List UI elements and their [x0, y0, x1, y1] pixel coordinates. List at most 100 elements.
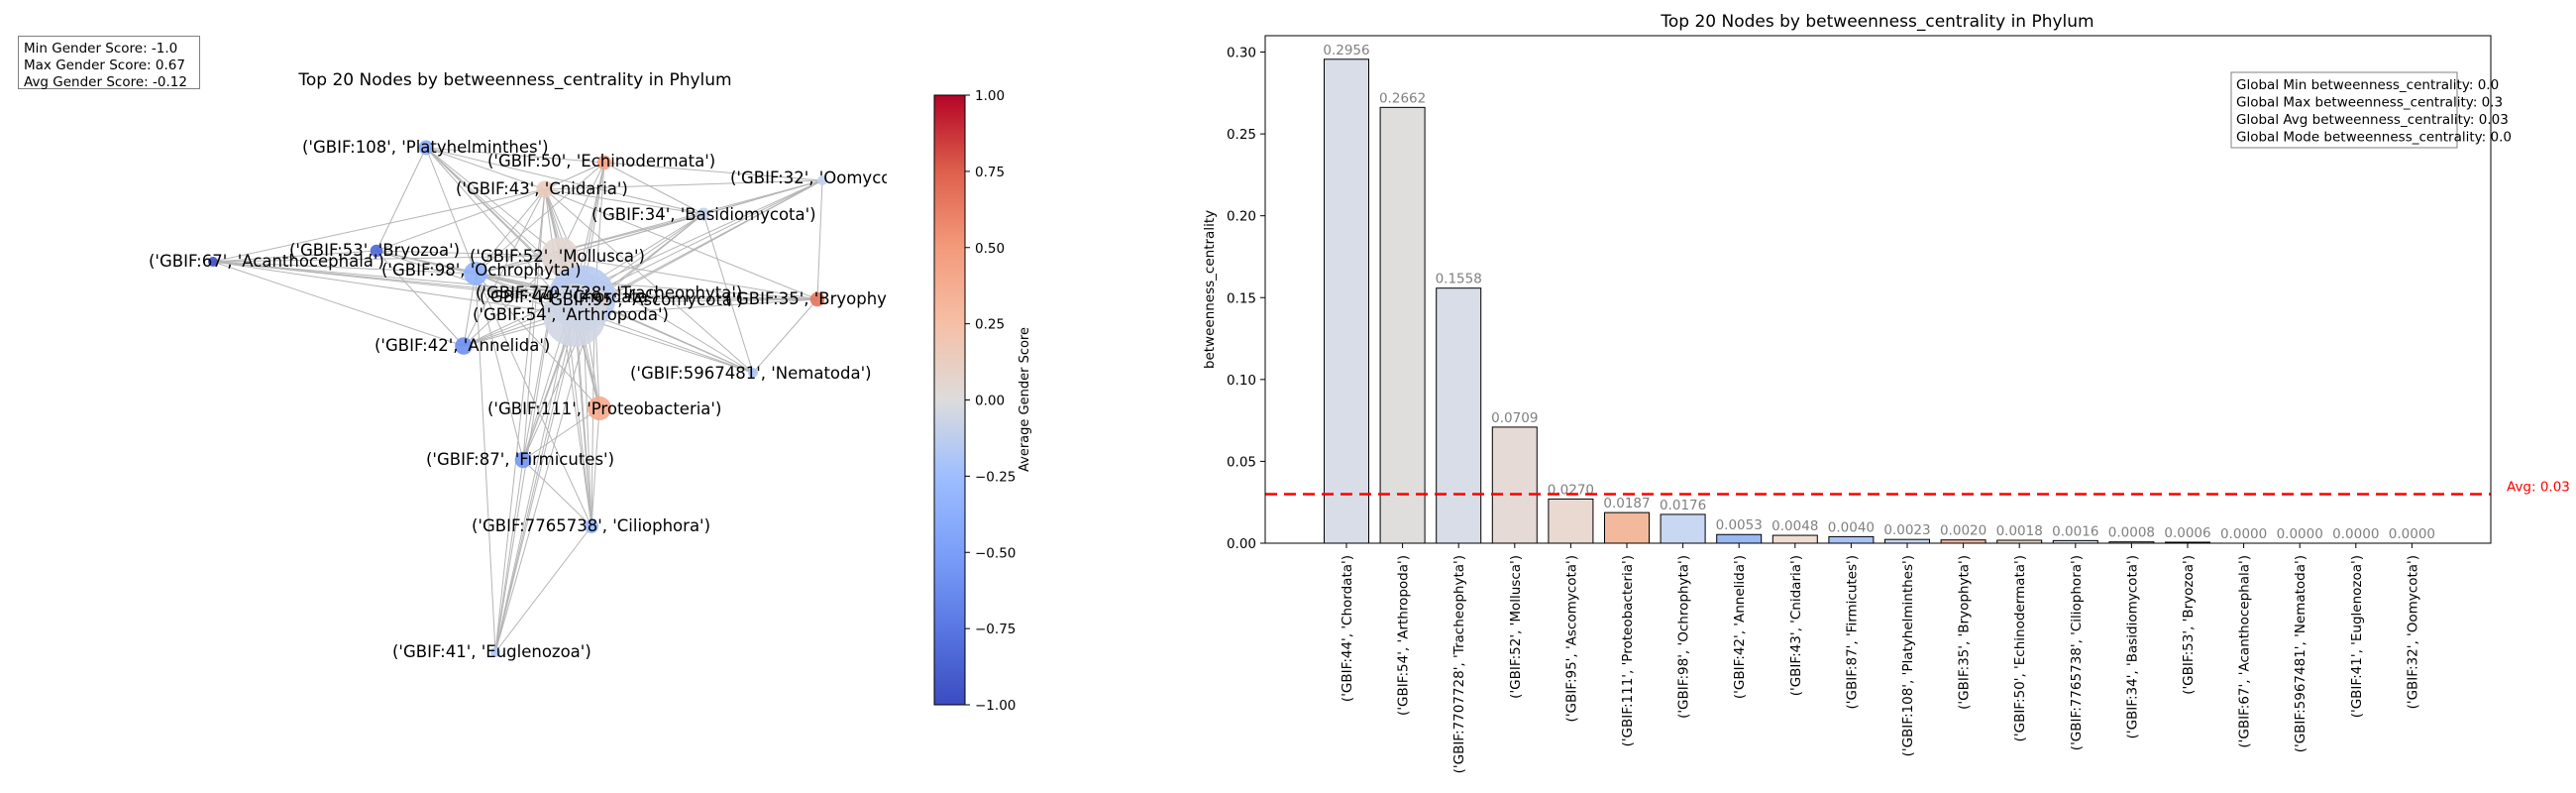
x-tick-label: ('GBIF:32', 'Oomycota'): [2405, 555, 2420, 709]
graph-node-label: ('GBIF:35', 'Bryophyta'): [725, 289, 913, 308]
avg-gender-score: Avg Gender Score: -0.12: [24, 74, 187, 90]
graph-edge: [463, 273, 477, 347]
x-tick-label: ('GBIF:53', 'Bryozoa'): [2181, 555, 2197, 695]
bar: [1828, 535, 1875, 544]
gender-stats-box: Min Gender Score: -1.0 Max Gender Score:…: [18, 36, 200, 90]
graph-node-label: ('GBIF:111', 'Proteobacteria'): [487, 399, 721, 418]
graph-node-label: ('GBIF:95', 'Ascomycota'): [539, 290, 743, 309]
graph-edge: [212, 261, 576, 294]
graph-edge: [752, 298, 818, 374]
graph-edge: [376, 147, 427, 252]
x-tick-label: ('GBIF:43', 'Cnidaria'): [1788, 555, 1804, 696]
graph-edge: [522, 188, 546, 461]
graph-edge: [582, 297, 818, 300]
graph-edge: [425, 147, 477, 275]
bar-value-label: 0.2662: [1379, 90, 1426, 106]
graph-edge: [544, 188, 818, 300]
graph-edge: [702, 179, 823, 215]
graph-edge: [494, 525, 592, 653]
graph-edge: [425, 147, 546, 190]
y-axis: 0.00 0.05 0.10 0.15 0.20 0.25 0.30: [1227, 46, 1265, 552]
x-tick-label: ('GBIF:42', 'Annelida'): [1732, 555, 1748, 699]
graph-edge: [590, 407, 600, 527]
graph-edge: [212, 261, 576, 316]
graph-edge: [544, 179, 823, 190]
x-tick-label: ('GBIF:67', 'Acanthocephala'): [2237, 555, 2253, 748]
graph-edge: [574, 298, 818, 316]
graph-node: [370, 244, 383, 258]
colorbar-tick-label: 0.75: [975, 165, 1005, 180]
global-stats-box: Global Min betweenness_centrality: 0.0 Gl…: [2230, 71, 2512, 149]
graph-edge: [593, 301, 754, 374]
graph-node: [464, 262, 487, 285]
x-tick-label: ('GBIF:34', 'Basidiomycota'): [2124, 555, 2140, 738]
graph-edge: [475, 273, 754, 374]
graph-node-label: ('GBIF:42', 'Annelida'): [375, 336, 550, 355]
graph-edge: [475, 273, 818, 300]
graph-node-label: ('GBIF:98', 'Ochrophyta'): [381, 261, 582, 280]
x-tick-label: ('GBIF:111', 'Proteobacteria'): [1620, 555, 1636, 746]
graph-node-label: ('GBIF:53', 'Bryozoa'): [289, 241, 460, 260]
graph-edge: [463, 255, 561, 347]
bar: [1771, 534, 1818, 544]
bar-chart-title: Top 20 Nodes by betweenness_centrality i…: [1660, 12, 2093, 32]
graph-node: [809, 291, 825, 307]
bar: [1324, 58, 1369, 544]
plot-frame: [1264, 35, 2492, 544]
graph-node-label: ('GBIF:54', 'Arthropoda'): [473, 305, 669, 324]
x-tick-label: ('GBIF:54', 'Arthropoda'): [1396, 555, 1412, 716]
graph-edge: [603, 162, 704, 215]
graph-node-label: ('GBIF:32', 'Oomycota'): [730, 169, 918, 187]
bar: [1379, 106, 1426, 544]
graph-node-label: ('GBIF:52', 'Mollusca'): [470, 247, 645, 266]
graph-node-label: ('GBIF:43', 'Cnidaria'): [456, 179, 628, 198]
graph-edge: [212, 261, 465, 347]
bar-value-label: 0.2956: [1323, 43, 1369, 58]
bar-value-label: 0.0000: [2277, 526, 2323, 542]
graph-node: [596, 155, 612, 170]
graph-node: [418, 140, 434, 156]
bar-value-label: 0.0176: [1660, 498, 1706, 513]
bar-value-label: 0.0053: [1716, 517, 1763, 533]
graph-edge: [425, 147, 704, 215]
y-tick-label: 0.10: [1227, 373, 1256, 389]
graph-node-label: ('GBIF:41', 'Euglenozoa'): [392, 642, 591, 661]
colorbar: 1.00 0.75 0.50 0.25 0.00 −0.25 −0.50 −0.75 −1.00…: [933, 88, 1032, 714]
min-gender-score: Min Gender Score: -1.0: [24, 41, 178, 57]
bar-value-label: 0.0187: [1603, 496, 1650, 511]
graph-node: [543, 283, 606, 347]
bar-value-label: 0.0048: [1771, 518, 1818, 534]
colorbar-gradient: [933, 94, 966, 706]
graph-edge: [475, 273, 600, 409]
graph-node: [817, 175, 827, 185]
colorbar-tick-label: −0.50: [975, 545, 1016, 561]
graph-edge: [376, 250, 561, 257]
bar-value-label: 0.0000: [2389, 526, 2435, 542]
bar: [1660, 513, 1706, 544]
bar-value-label: 0.0023: [1883, 522, 1930, 538]
graph-edge: [559, 255, 818, 300]
graph-edge: [376, 188, 546, 252]
bar-value-label: 0.0000: [2220, 526, 2267, 542]
graph-edge: [212, 261, 595, 303]
graph-node-label: ('GBIF:44', 'Chordata'): [480, 287, 659, 306]
x-tick-label: ('GBIF:35', 'Bryophyta'): [1957, 555, 1973, 710]
x-tick-label: ('GBIF:95', 'Ascomycota'): [1563, 555, 1579, 722]
graph-edge: [212, 250, 377, 263]
colorbar-tick-label: 0.00: [975, 394, 1005, 409]
graph-edge: [702, 213, 754, 374]
colorbar-tick-label: 0.25: [975, 317, 1005, 333]
bar-value-label: 0.0040: [1828, 519, 1875, 535]
colorbar-tick-label: −1.00: [975, 698, 1016, 714]
graph-edge: [475, 188, 546, 275]
graph-edge: [544, 188, 704, 215]
bar: [1716, 533, 1763, 544]
graph-edge: [574, 179, 823, 316]
x-tick-label: ('GBIF:52', 'Mollusca'): [1508, 555, 1524, 699]
y-tick-label: 0.15: [1227, 290, 1256, 306]
global-stat-line: Global Min betweenness_centrality: 0.0: [2236, 77, 2499, 93]
bar-value-label: 0.1558: [1436, 272, 1482, 287]
x-tick-label: ('GBIF:41', 'Euglenozoa'): [2349, 555, 2365, 718]
graph-node-label: ('GBIF:5967481', 'Nematoda'): [630, 364, 872, 383]
graph-node-label: ('GBIF:34', 'Basidiomycota'): [591, 205, 816, 224]
